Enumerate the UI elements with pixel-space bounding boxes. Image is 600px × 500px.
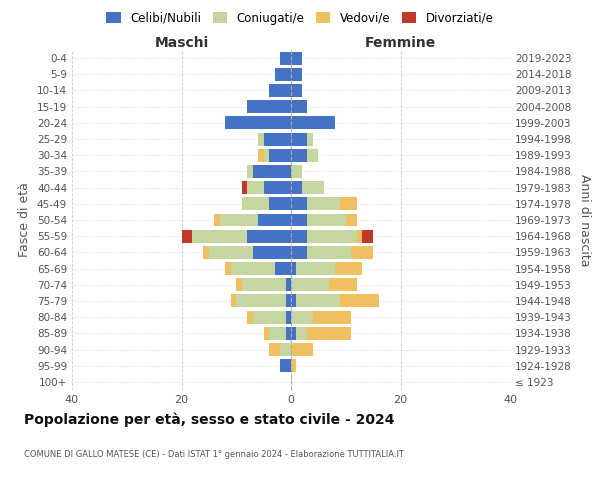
- Bar: [296, 262, 335, 275]
- Bar: [242, 278, 286, 291]
- Bar: [253, 310, 286, 324]
- Bar: [280, 343, 291, 356]
- Bar: [269, 327, 286, 340]
- Bar: [362, 230, 373, 242]
- Text: Maschi: Maschi: [154, 36, 209, 50]
- Bar: [258, 149, 263, 162]
- Bar: [291, 68, 302, 81]
- Bar: [307, 327, 351, 340]
- Bar: [182, 230, 193, 242]
- Bar: [340, 294, 379, 308]
- Y-axis label: Anni di nascita: Anni di nascita: [578, 174, 591, 266]
- Bar: [236, 278, 242, 291]
- Text: Femmine: Femmine: [365, 36, 436, 50]
- Bar: [291, 132, 307, 145]
- Bar: [258, 132, 263, 145]
- Bar: [302, 181, 324, 194]
- Bar: [335, 262, 362, 275]
- Bar: [269, 149, 291, 162]
- Bar: [291, 52, 302, 64]
- Bar: [291, 84, 302, 97]
- Bar: [351, 246, 373, 259]
- Bar: [263, 327, 269, 340]
- Bar: [269, 343, 280, 356]
- Bar: [236, 294, 286, 308]
- Bar: [291, 343, 313, 356]
- Bar: [258, 214, 291, 226]
- Bar: [253, 165, 291, 178]
- Bar: [247, 100, 291, 113]
- Bar: [307, 246, 351, 259]
- Bar: [296, 327, 307, 340]
- Bar: [291, 262, 296, 275]
- Bar: [263, 181, 291, 194]
- Bar: [307, 214, 346, 226]
- Bar: [280, 359, 291, 372]
- Bar: [291, 198, 307, 210]
- Bar: [280, 52, 291, 64]
- Bar: [247, 181, 263, 194]
- Text: Popolazione per età, sesso e stato civile - 2024: Popolazione per età, sesso e stato civil…: [24, 412, 395, 427]
- Bar: [291, 278, 329, 291]
- Bar: [269, 84, 291, 97]
- Bar: [214, 214, 220, 226]
- Bar: [346, 214, 356, 226]
- Bar: [291, 214, 307, 226]
- Bar: [275, 262, 291, 275]
- Bar: [291, 294, 296, 308]
- Bar: [286, 278, 291, 291]
- Bar: [291, 100, 307, 113]
- Bar: [291, 149, 307, 162]
- Bar: [307, 198, 340, 210]
- Bar: [193, 230, 247, 242]
- Bar: [286, 327, 291, 340]
- Bar: [291, 359, 296, 372]
- Bar: [313, 310, 351, 324]
- Bar: [231, 262, 275, 275]
- Bar: [307, 132, 313, 145]
- Bar: [291, 165, 302, 178]
- Bar: [340, 198, 357, 210]
- Legend: Celibi/Nubili, Coniugati/e, Vedovi/e, Divorziati/e: Celibi/Nubili, Coniugati/e, Vedovi/e, Di…: [100, 6, 500, 30]
- Text: COMUNE DI GALLO MATESE (CE) - Dati ISTAT 1° gennaio 2024 - Elaborazione TUTTITAL: COMUNE DI GALLO MATESE (CE) - Dati ISTAT…: [24, 450, 404, 459]
- Bar: [291, 327, 296, 340]
- Bar: [242, 198, 269, 210]
- Bar: [291, 116, 335, 130]
- Bar: [247, 310, 253, 324]
- Bar: [226, 262, 231, 275]
- Bar: [291, 181, 302, 194]
- Bar: [220, 214, 258, 226]
- Bar: [307, 230, 357, 242]
- Bar: [269, 198, 291, 210]
- Bar: [286, 310, 291, 324]
- Bar: [263, 149, 269, 162]
- Bar: [329, 278, 356, 291]
- Bar: [226, 116, 291, 130]
- Bar: [253, 246, 291, 259]
- Bar: [203, 246, 209, 259]
- Y-axis label: Fasce di età: Fasce di età: [19, 182, 31, 258]
- Bar: [209, 246, 253, 259]
- Bar: [231, 294, 236, 308]
- Bar: [291, 230, 307, 242]
- Bar: [242, 181, 247, 194]
- Bar: [247, 230, 291, 242]
- Bar: [291, 310, 313, 324]
- Bar: [307, 149, 319, 162]
- Bar: [291, 246, 307, 259]
- Bar: [357, 230, 362, 242]
- Bar: [263, 132, 291, 145]
- Bar: [275, 68, 291, 81]
- Bar: [247, 165, 253, 178]
- Bar: [286, 294, 291, 308]
- Bar: [296, 294, 340, 308]
